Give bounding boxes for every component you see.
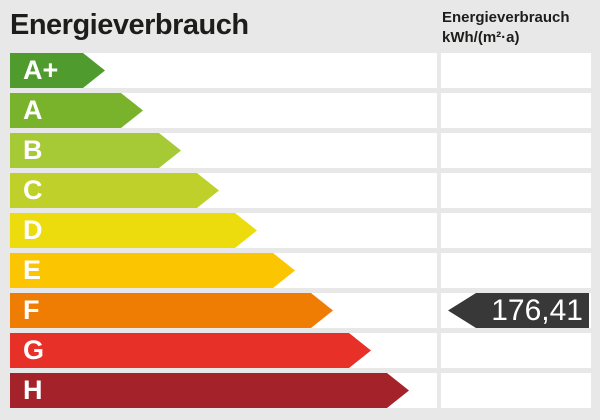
rating-letter-g: G bbox=[23, 335, 45, 365]
rating-arrow-a-plus: A+ bbox=[10, 53, 105, 88]
rating-row-g: G bbox=[0, 333, 600, 368]
value-cell-a-plus bbox=[441, 53, 591, 88]
rating-letter-d: D bbox=[23, 215, 43, 245]
rating-row-a: A bbox=[0, 93, 600, 128]
rating-arrow-b: B bbox=[10, 133, 181, 168]
rating-row-a-plus: A+ bbox=[0, 53, 600, 88]
rating-arrow-e: E bbox=[10, 253, 295, 288]
rating-row-d: D bbox=[0, 213, 600, 248]
rating-row-c: C bbox=[0, 173, 600, 208]
unit-header-line1: Energieverbrauch bbox=[442, 9, 570, 26]
value-cell-f: 176,41 bbox=[441, 293, 591, 328]
rating-letter-a: A bbox=[23, 95, 43, 125]
value-cell-h bbox=[441, 373, 591, 408]
value-cell-b bbox=[441, 133, 591, 168]
page-title: Energieverbrauch bbox=[10, 9, 249, 41]
rating-letter-e: E bbox=[23, 255, 42, 285]
unit-header-line2: kWh/(m²·a) bbox=[442, 29, 520, 46]
value-cell-a bbox=[441, 93, 591, 128]
consumption-value-badge: 176,41 bbox=[448, 293, 589, 328]
rating-letter-c: C bbox=[23, 175, 43, 205]
rating-arrow-g: G bbox=[10, 333, 371, 368]
rating-arrow-h: H bbox=[10, 373, 409, 408]
rating-letter-f: F bbox=[23, 295, 40, 325]
rating-letter-h: H bbox=[23, 375, 43, 405]
rating-arrow-f: F bbox=[10, 293, 333, 328]
value-cell-c bbox=[441, 173, 591, 208]
consumption-value-text: 176,41 bbox=[491, 293, 583, 327]
rating-row-b: B bbox=[0, 133, 600, 168]
value-cell-g bbox=[441, 333, 591, 368]
value-cell-e bbox=[441, 253, 591, 288]
value-cell-d bbox=[441, 213, 591, 248]
rating-row-e: E bbox=[0, 253, 600, 288]
rating-row-h: H bbox=[0, 373, 600, 408]
rating-arrow-a: A bbox=[10, 93, 143, 128]
rating-letter-b: B bbox=[23, 135, 43, 165]
rating-row-f: F 176,41 bbox=[0, 293, 600, 328]
rating-letter-a-plus: A+ bbox=[23, 55, 59, 85]
unit-header: Energieverbrauch kWh/(m²·a) bbox=[442, 8, 594, 48]
rating-arrow-c: C bbox=[10, 173, 219, 208]
rating-arrow-d: D bbox=[10, 213, 257, 248]
